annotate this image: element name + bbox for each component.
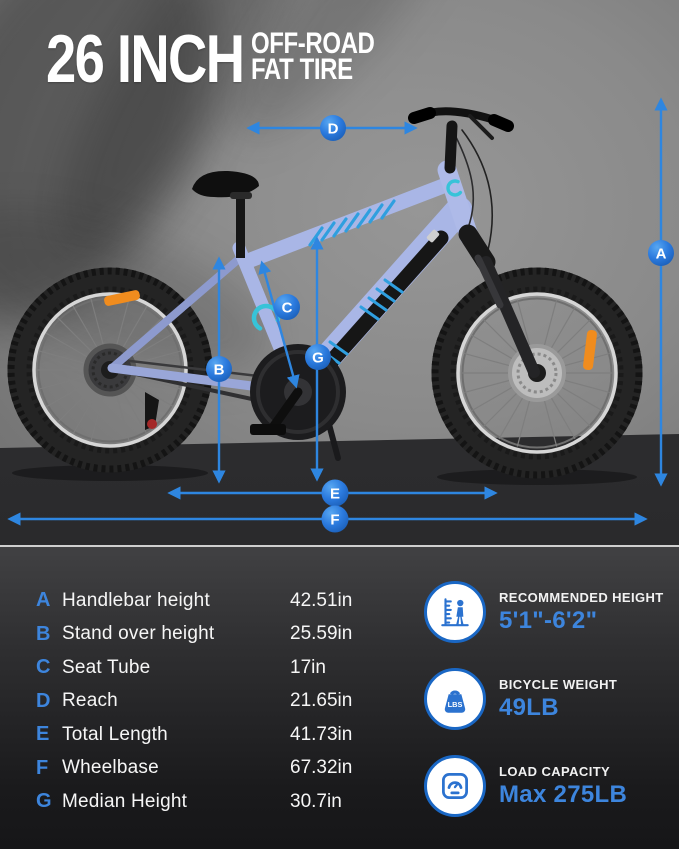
spec-row: E Total Length 41.73in: [36, 718, 416, 752]
spec-key: C: [36, 656, 51, 679]
bike-dimension-diagram: A B C D E F G: [7, 97, 674, 533]
spec-value: 42.51in: [290, 589, 353, 611]
rear-reflector: [104, 290, 140, 306]
feature-list: RECOMMENDED HEIGHT 5'1"-6'2" LBS BICYCLE…: [424, 581, 664, 842]
spec-label: Handlebar height: [62, 589, 210, 611]
feature-value: 49LB: [499, 693, 559, 721]
spec-key: D: [36, 689, 51, 712]
weight-lbs-icon: LBS: [424, 668, 486, 730]
spec-row: B Stand over height 25.59in: [36, 618, 416, 652]
top-tube-decals: [308, 199, 396, 247]
load-scale-icon: [424, 755, 486, 817]
dim-line-C: [258, 260, 300, 389]
feature-text: BICYCLE WEIGHT 49LB: [499, 677, 617, 722]
badge-letter: D: [328, 120, 339, 137]
photo-area: A B C D E F G: [0, 0, 679, 545]
badge-letter: B: [214, 361, 225, 378]
spec-label: Stand over height: [62, 623, 215, 645]
spec-row: D Reach 21.65in: [36, 685, 416, 719]
subtitle-line-2: FAT TIRE: [251, 53, 353, 86]
feature-text: RECOMMENDED HEIGHT 5'1"-6'2": [499, 590, 664, 635]
saddle: [192, 170, 259, 258]
pedal: [250, 424, 286, 435]
front-reflector: [583, 329, 597, 371]
badge-letter: G: [312, 349, 324, 366]
spec-row: F Wheelbase 67.32in: [36, 752, 416, 786]
spec-value: 41.73in: [290, 723, 353, 745]
spec-value: 67.32in: [290, 757, 353, 779]
feature-title: BICYCLE WEIGHT: [499, 676, 618, 692]
badge-letter: E: [330, 485, 340, 502]
spec-row: A Handlebar height 42.51in: [36, 584, 416, 618]
lbs-label: LBS: [448, 700, 463, 709]
feature-bicycle-weight: LBS BICYCLE WEIGHT 49LB: [424, 668, 664, 730]
badge-letter: C: [282, 299, 293, 316]
badge-D: D: [320, 115, 346, 141]
feature-text: LOAD CAPACITY Max 275LB: [499, 764, 627, 809]
badge-E: E: [321, 479, 349, 507]
feature-recommended-height: RECOMMENDED HEIGHT 5'1"-6'2": [424, 581, 664, 643]
spec-key: G: [36, 790, 52, 813]
feature-value: Max 275LB: [499, 780, 628, 808]
dimension-badges: A B C D E F G: [206, 115, 674, 533]
badge-A: A: [648, 240, 674, 266]
height-chart-icon: [424, 581, 486, 643]
page-subtitle: OFF-ROAD FAT TIRE: [251, 27, 375, 86]
spec-value: 30.7in: [290, 790, 342, 812]
feature-value: 5'1"-6'2": [499, 606, 598, 634]
spec-key: A: [36, 589, 51, 612]
feature-title: RECOMMENDED HEIGHT: [499, 589, 664, 605]
head-tube-logo: [446, 179, 464, 197]
spec-row: G Median Height 30.7in: [36, 785, 416, 819]
section-divider: [0, 545, 679, 547]
badge-F: F: [321, 505, 349, 533]
badge-C: C: [274, 294, 300, 320]
spec-table: A Handlebar height 42.51in B Stand over …: [36, 584, 416, 819]
spec-label: Reach: [62, 690, 118, 712]
spec-panel: A Handlebar height 42.51in B Stand over …: [0, 547, 679, 849]
spec-value: 17in: [290, 656, 326, 678]
spec-label: Seat Tube: [62, 656, 151, 678]
spec-key: E: [36, 723, 50, 746]
fork-and-handlebar: [408, 107, 540, 378]
rear-wheel-shadow: [12, 465, 208, 481]
feature-title: LOAD CAPACITY: [499, 763, 611, 779]
badge-letter: F: [330, 511, 339, 528]
badge-letter: A: [656, 245, 667, 262]
spec-label: Wheelbase: [62, 757, 159, 779]
crankset: [250, 344, 346, 461]
badge-B: B: [206, 356, 232, 382]
spec-label: Total Length: [62, 723, 168, 745]
badge-G: G: [305, 344, 331, 370]
spec-row: C Seat Tube 17in: [36, 651, 416, 685]
spec-key: F: [36, 756, 49, 779]
spec-label: Median Height: [62, 790, 188, 812]
spec-value: 21.65in: [290, 690, 353, 712]
spec-value: 25.59in: [290, 623, 353, 645]
brake-lever: [468, 114, 494, 140]
feature-load-capacity: LOAD CAPACITY Max 275LB: [424, 755, 664, 817]
spec-key: B: [36, 622, 51, 645]
page-title: 26 INCH: [46, 21, 245, 97]
subtitle-line-1: OFF-ROAD: [251, 27, 375, 60]
